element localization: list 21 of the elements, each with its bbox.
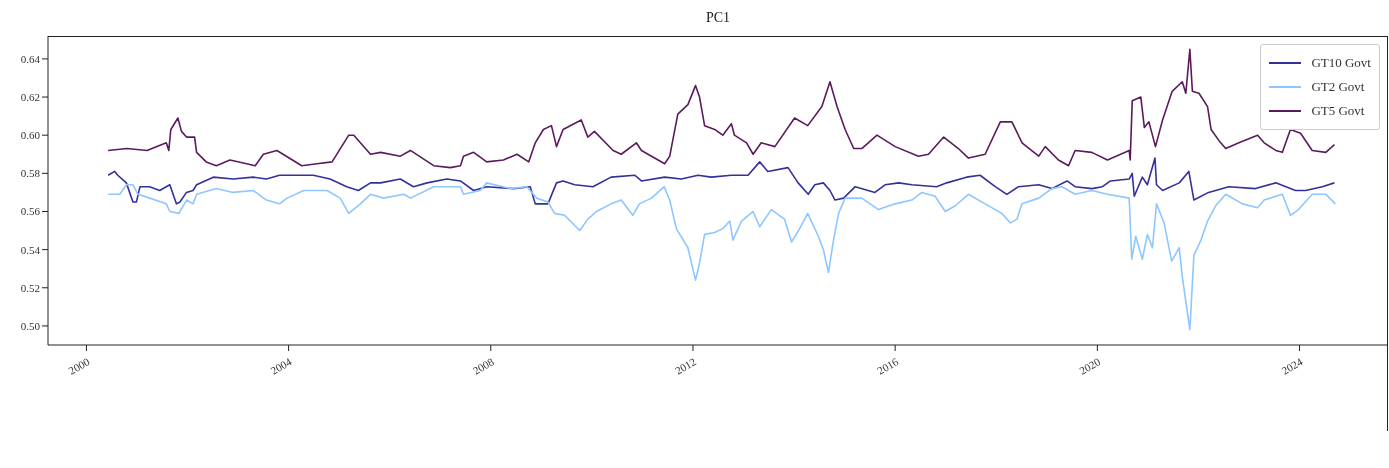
- y-tick-label: 0.54: [20, 243, 41, 256]
- x-tick-label: 2008: [470, 355, 497, 377]
- y-tick-label: 0.62: [20, 90, 40, 103]
- y-tick-label: 0.56: [20, 205, 41, 218]
- legend-label: GT5 Govt: [1311, 103, 1365, 119]
- x-tick-label: 2020: [1077, 355, 1103, 377]
- y-tick-label: 0.52: [20, 281, 40, 294]
- x-tick-label: 2000: [66, 355, 92, 377]
- x-tick-label: 2024: [1279, 355, 1305, 377]
- legend-label: GT10 Govt: [1311, 55, 1371, 71]
- chart-title: PC1: [704, 10, 732, 26]
- line-series: [107, 157, 1336, 205]
- y-tick-label: 0.50: [20, 319, 41, 332]
- x-tick-label: 2016: [875, 355, 901, 377]
- x-tick-label: 2012: [672, 355, 698, 377]
- y-tick-label: 0.64: [20, 52, 41, 65]
- legend-label: GT2 Govt: [1311, 79, 1365, 95]
- y-tick-label: 0.60: [20, 129, 41, 142]
- line-series: [107, 182, 1337, 331]
- x-tick-label: 2004: [268, 355, 295, 377]
- y-tick-label: 0.58: [20, 167, 41, 180]
